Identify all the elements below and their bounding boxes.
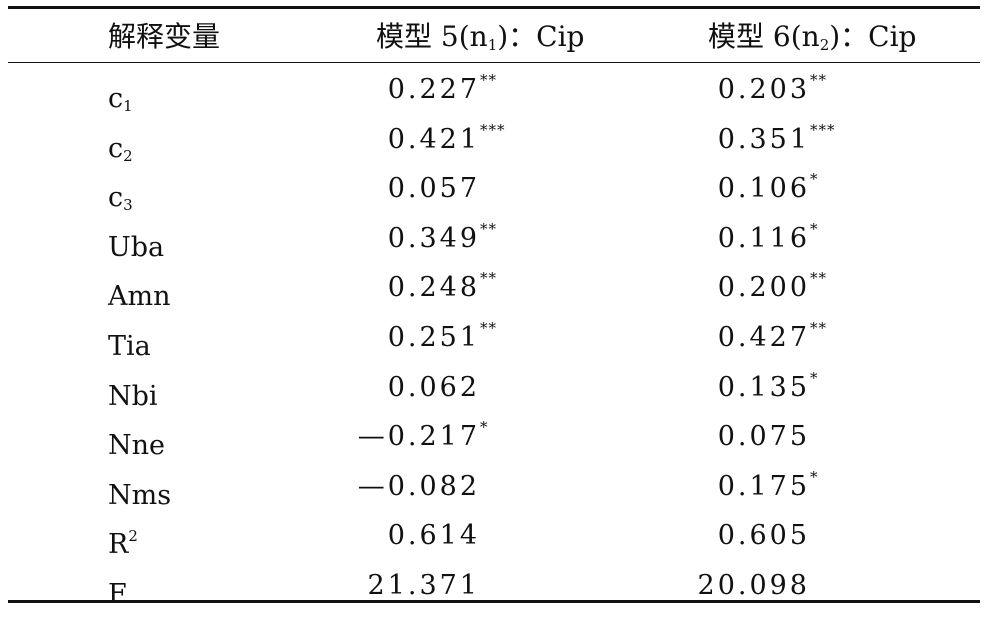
variable-cell: Nms (108, 479, 172, 511)
model-6-value: 0.605 (717, 520, 810, 552)
model-5-significance: ** (480, 71, 497, 89)
model-6-value: 0.427** (718, 313, 848, 363)
model-6-significance: *** (810, 120, 836, 139)
model-6-significance: ** (810, 319, 827, 337)
variable-cell: c2 (108, 132, 133, 165)
model-5-significance: ** (480, 269, 497, 288)
variable-cell: c3 (108, 182, 133, 215)
table-row: Nms —0.082 0.175* (8, 462, 980, 512)
model-6-value: 0.135* (718, 363, 848, 413)
model-6-value: 0.116* (718, 214, 848, 264)
model-6-value: 0.106* (718, 164, 848, 214)
table-row: Nbi 0.062 0.135* (8, 363, 980, 413)
model-5-significance: *** (480, 120, 506, 139)
table-row: Uba 0.349** 0.116* (8, 214, 980, 264)
table-row: F 21.371 20.098 (8, 561, 980, 611)
model-5-value: 0.227** (388, 65, 518, 115)
variable-cell: Nbi (108, 380, 158, 412)
model-5-value: 0.349** (388, 214, 518, 264)
model-6-significance: ** (810, 269, 827, 288)
model-6-value: 0.200** (718, 263, 848, 313)
model-5-value: 0.062 (387, 371, 480, 403)
model-5-value: 0.057 (387, 173, 480, 205)
header-model-5: 模型 5(n1)：Cip (376, 20, 585, 54)
model-5-value: 0.421*** (388, 115, 518, 165)
model-6-significance: * (810, 467, 819, 486)
model-5-value: 21.371 (367, 570, 480, 601)
model-6-value: 0.203** (718, 65, 848, 115)
variable-cell: F (108, 579, 127, 610)
model-5-significance: ** (480, 319, 497, 337)
model-6-significance: * (810, 219, 819, 238)
model-5-significance: ** (480, 219, 497, 238)
model-5-value: —0.217* (358, 412, 518, 462)
model-5-significance: * (480, 418, 489, 437)
model-6-value: 20.098 (697, 570, 810, 601)
variable-cell: R2 (108, 527, 138, 561)
top-rule (8, 6, 980, 9)
table-row: c1 0.227** 0.203** (8, 65, 980, 115)
variable-cell: Amn (108, 281, 171, 313)
variable-cell: Uba (108, 231, 165, 263)
table-row: R2 0.614 0.605 (8, 511, 980, 561)
variable-cell: c1 (108, 83, 133, 115)
model-6-value: 0.175* (718, 462, 848, 512)
variable-cell: Tia (108, 331, 151, 362)
header-rule (8, 62, 980, 63)
header-row: 解释变量 模型 5(n1)：Cip 模型 6(n2)：Cip (8, 12, 980, 62)
table-row: c3 0.057 0.106* (8, 164, 980, 214)
model-5-value: 0.251** (388, 313, 518, 363)
table-row: Nne —0.217* 0.075 (8, 412, 980, 462)
header-variable: 解释变量 (108, 20, 221, 53)
model-6-value: 0.075 (717, 421, 810, 453)
variable-cell: Nne (108, 430, 165, 462)
model-6-significance: * (810, 170, 819, 189)
table-row: c2 0.421*** 0.351*** (8, 115, 980, 165)
model-5-value: 0.614 (387, 520, 480, 552)
table-row: Tia 0.251** 0.427** (8, 313, 980, 363)
model-6-value: 0.351*** (718, 115, 848, 165)
model-6-significance: * (810, 368, 819, 387)
model-5-value: —0.082 (357, 470, 480, 502)
bottom-rule (8, 600, 980, 603)
header-model-6: 模型 6(n2)：Cip (708, 20, 917, 54)
model-6-significance: ** (810, 71, 827, 89)
model-5-value: 0.248** (388, 263, 518, 313)
table-row: Amn 0.248** 0.200** (8, 263, 980, 313)
